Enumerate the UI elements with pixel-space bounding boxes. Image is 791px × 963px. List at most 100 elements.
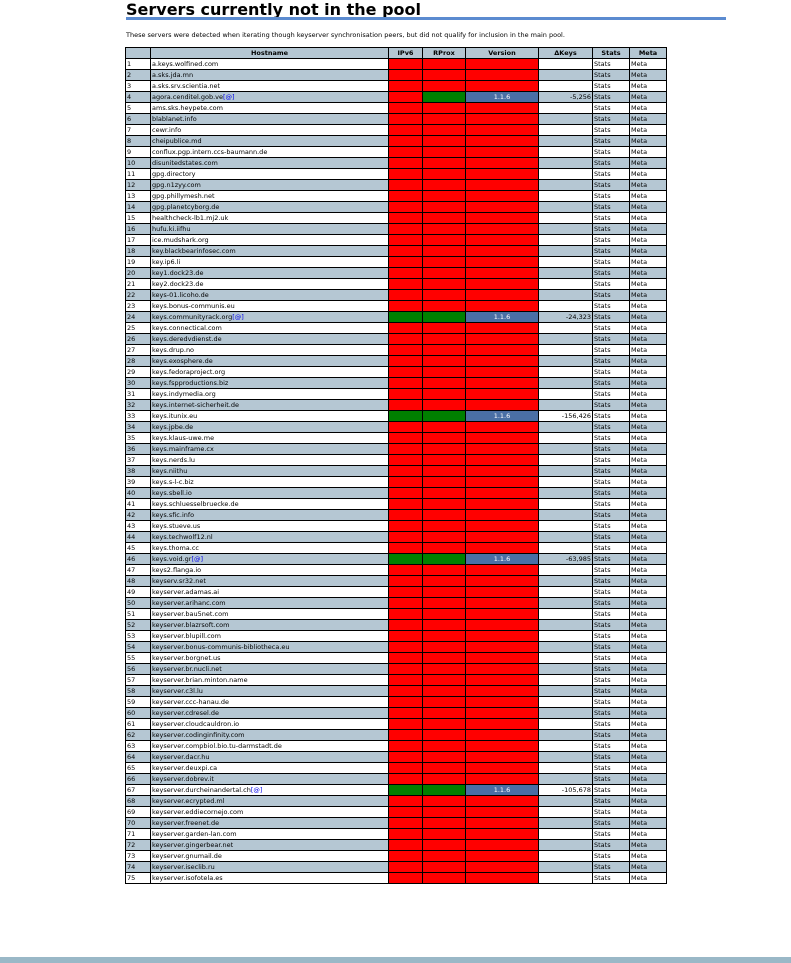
meta-link[interactable]: Meta (629, 432, 667, 444)
hostname-link[interactable]: keyserver.deuxpi.ca (150, 762, 389, 774)
hostname-link[interactable]: keyserver.eddiecornejo.com (150, 806, 389, 818)
meta-link[interactable]: Meta (629, 762, 667, 774)
col-header-meta[interactable]: Meta (629, 47, 667, 59)
hostname-link[interactable]: keys.jpbe.de (150, 421, 389, 433)
hostname-text[interactable]: keys.itunix.eu (152, 412, 198, 420)
hostname-link[interactable]: keys.klaus-uwe.me (150, 432, 389, 444)
hostname-text[interactable]: keys.deredvdienst.de (152, 335, 222, 343)
hostname-link[interactable]: keyserver.ecrypted.ml (150, 795, 389, 807)
hostname-link[interactable]: keyserver.br.nucli.net (150, 663, 389, 675)
stats-link[interactable]: Stats (592, 795, 630, 807)
hostname-link[interactable]: ams.sks.heypete.com (150, 102, 389, 114)
hostname-link[interactable]: keyserver.iseclib.ru (150, 861, 389, 873)
stats-link[interactable]: Stats (592, 465, 630, 477)
hostname-link[interactable]: keys.nerds.lu (150, 454, 389, 466)
hostname-link[interactable]: keyserver.brian.minton.name (150, 674, 389, 686)
stats-link[interactable]: Stats (592, 322, 630, 334)
meta-link[interactable]: Meta (629, 69, 667, 81)
stats-link[interactable]: Stats (592, 608, 630, 620)
hostname-text[interactable]: keyserver.gnumail.de (152, 852, 222, 860)
meta-link[interactable]: Meta (629, 410, 667, 422)
stats-link[interactable]: Stats (592, 740, 630, 752)
hostname-link[interactable]: keys.fspproductions.biz (150, 377, 389, 389)
stats-link[interactable]: Stats (592, 729, 630, 741)
stats-link[interactable]: Stats (592, 707, 630, 719)
hostname-text[interactable]: keys.jpbe.de (152, 423, 194, 431)
hostname-text[interactable]: keys.klaus-uwe.me (152, 434, 215, 442)
meta-link[interactable]: Meta (629, 773, 667, 785)
meta-link[interactable]: Meta (629, 652, 667, 664)
hostname-link[interactable]: keyserver.isofotela.es (150, 872, 389, 884)
hostname-text[interactable]: keyserver.cdresel.de (152, 709, 220, 717)
meta-link[interactable]: Meta (629, 828, 667, 840)
hostname-text[interactable]: blablanet.info (152, 115, 197, 123)
hostname-text[interactable]: keyserver.bau5net.com (152, 610, 229, 618)
stats-link[interactable]: Stats (592, 784, 630, 796)
hostname-link[interactable]: keyserver.dacr.hu (150, 751, 389, 763)
meta-link[interactable]: Meta (629, 168, 667, 180)
stats-link[interactable]: Stats (592, 674, 630, 686)
meta-link[interactable]: Meta (629, 476, 667, 488)
stats-link[interactable]: Stats (592, 630, 630, 642)
col-header-dkeys[interactable]: ΔKeys (538, 47, 593, 59)
hostname-link[interactable]: keys.mainframe.cx (150, 443, 389, 455)
hostname-link[interactable]: keyserver.cdresel.de (150, 707, 389, 719)
hostname-link[interactable]: key1.dock23.de (150, 267, 389, 279)
stats-link[interactable]: Stats (592, 102, 630, 114)
stats-link[interactable]: Stats (592, 432, 630, 444)
hostname-link[interactable]: keyserver.adamas.ai (150, 586, 389, 598)
stats-link[interactable]: Stats (592, 641, 630, 653)
meta-link[interactable]: Meta (629, 663, 667, 675)
stats-link[interactable]: Stats (592, 443, 630, 455)
hostname-text[interactable]: keyserver.freenet.de (152, 819, 220, 827)
at-link[interactable]: [@] (191, 555, 204, 563)
hostname-link[interactable]: cheipublice.md (150, 135, 389, 147)
hostname-text[interactable]: keyserver.arihanc.com (152, 599, 226, 607)
hostname-text[interactable]: cheipublice.md (152, 137, 202, 145)
hostname-link[interactable]: keys.internet-sicherheit.de (150, 399, 389, 411)
hostname-text[interactable]: keys.sfic.info (152, 511, 195, 519)
hostname-text[interactable]: keys.schluesselbruecke.de (152, 500, 239, 508)
meta-link[interactable]: Meta (629, 388, 667, 400)
hostname-text[interactable]: keys.connectical.com (152, 324, 222, 332)
hostname-link[interactable]: keyserver.freenet.de (150, 817, 389, 829)
col-header-version[interactable]: Version (465, 47, 539, 59)
meta-link[interactable]: Meta (629, 597, 667, 609)
hostname-text[interactable]: key2.dock23.de (152, 280, 204, 288)
stats-link[interactable]: Stats (592, 80, 630, 92)
meta-link[interactable]: Meta (629, 322, 667, 334)
hostname-link[interactable]: keys.indymedia.org (150, 388, 389, 400)
hostname-link[interactable]: keys.deredvdienst.de (150, 333, 389, 345)
hostname-link[interactable]: keys.schluesselbruecke.de (150, 498, 389, 510)
stats-link[interactable]: Stats (592, 619, 630, 631)
meta-link[interactable]: Meta (629, 806, 667, 818)
meta-link[interactable]: Meta (629, 509, 667, 521)
hostname-text[interactable]: keys.drup.no (152, 346, 195, 354)
meta-link[interactable]: Meta (629, 542, 667, 554)
hostname-link[interactable]: blablanet.info (150, 113, 389, 125)
stats-link[interactable]: Stats (592, 487, 630, 499)
hostname-text[interactable]: keys.bonus-communis.eu (152, 302, 235, 310)
meta-link[interactable]: Meta (629, 267, 667, 279)
stats-link[interactable]: Stats (592, 696, 630, 708)
col-header-ipv6[interactable]: IPv6 (388, 47, 423, 59)
meta-link[interactable]: Meta (629, 135, 667, 147)
stats-link[interactable]: Stats (592, 113, 630, 125)
meta-link[interactable]: Meta (629, 707, 667, 719)
stats-link[interactable]: Stats (592, 212, 630, 224)
hostname-link[interactable]: a.sks.jda.mn (150, 69, 389, 81)
hostname-link[interactable]: keyserver.gnumail.de (150, 850, 389, 862)
stats-link[interactable]: Stats (592, 531, 630, 543)
stats-link[interactable]: Stats (592, 476, 630, 488)
hostname-text[interactable]: keys.indymedia.org (152, 390, 216, 398)
meta-link[interactable]: Meta (629, 498, 667, 510)
meta-link[interactable]: Meta (629, 872, 667, 884)
stats-link[interactable]: Stats (592, 520, 630, 532)
stats-link[interactable]: Stats (592, 300, 630, 312)
hostname-text[interactable]: keyserver.compbiol.bio.tu-darmstadt.de (152, 742, 282, 750)
stats-link[interactable]: Stats (592, 652, 630, 664)
hostname-link[interactable]: keyserv.sr32.net (150, 575, 389, 587)
meta-link[interactable]: Meta (629, 718, 667, 730)
stats-link[interactable]: Stats (592, 245, 630, 257)
stats-link[interactable]: Stats (592, 454, 630, 466)
